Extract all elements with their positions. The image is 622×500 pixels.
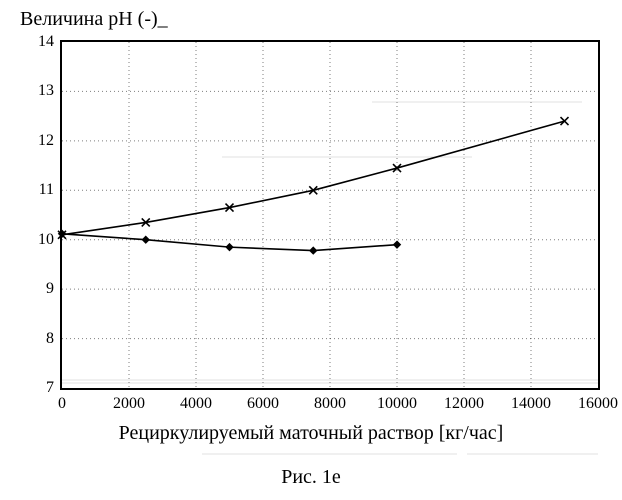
marker-diamond <box>142 236 149 243</box>
y-tick-label: 7 <box>26 379 54 397</box>
y-tick-label: 13 <box>26 82 54 100</box>
x-axis-label: Рециркулируемый маточный раствор [кг/час… <box>0 422 622 445</box>
x-tick-label: 2000 <box>113 395 145 413</box>
marker-diamond <box>394 241 401 248</box>
y-tick-label: 10 <box>26 231 54 249</box>
x-tick-label: 14000 <box>511 395 551 413</box>
series-line-s1 <box>62 121 565 235</box>
figure-caption: Рис. 1е <box>0 466 622 489</box>
y-tick-label: 8 <box>26 330 54 348</box>
plot-area <box>60 40 600 390</box>
x-tick-label: 4000 <box>180 395 212 413</box>
y-tick-label: 9 <box>26 280 54 298</box>
x-tick-label: 16000 <box>578 395 618 413</box>
x-tick-label: 6000 <box>247 395 279 413</box>
grid <box>62 42 598 388</box>
y-axis-label: Величина рН (-)_ <box>20 8 168 31</box>
marker-diamond <box>226 244 233 251</box>
y-tick-label: 12 <box>26 132 54 150</box>
x-tick-label: 12000 <box>444 395 484 413</box>
figure-container: Величина рН (-)_ 0 2000 4000 6000 8000 10000 1… <box>0 0 622 500</box>
x-tick-label: 10000 <box>377 395 417 413</box>
x-tick-label: 8000 <box>314 395 346 413</box>
x-tick-label: 0 <box>58 395 66 413</box>
y-tick-label: 14 <box>26 33 54 51</box>
chart-svg <box>62 42 598 388</box>
marker-diamond <box>310 247 317 254</box>
series-group <box>58 117 569 254</box>
y-tick-label: 11 <box>26 181 54 199</box>
